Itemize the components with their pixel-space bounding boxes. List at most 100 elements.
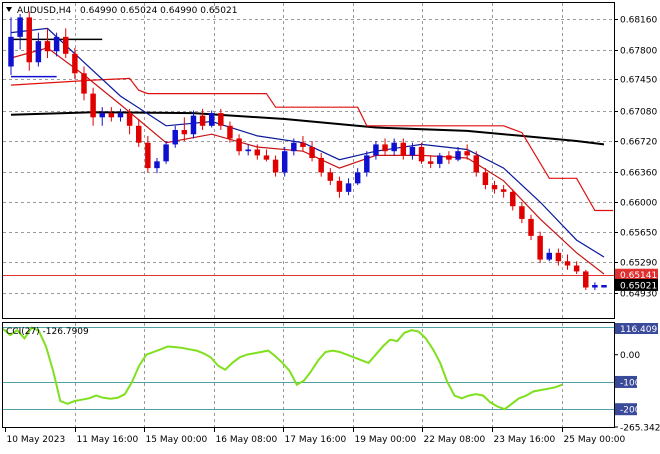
candle[interactable] bbox=[8, 17, 14, 75]
candle[interactable] bbox=[573, 261, 580, 274]
candle[interactable] bbox=[473, 151, 480, 177]
candle-body bbox=[291, 142, 297, 152]
candle[interactable] bbox=[17, 14, 23, 50]
candle[interactable] bbox=[181, 117, 188, 142]
candle[interactable] bbox=[35, 32, 42, 67]
candle[interactable] bbox=[309, 141, 315, 162]
candle-body bbox=[145, 142, 151, 169]
candle[interactable] bbox=[418, 142, 425, 164]
candle[interactable] bbox=[108, 107, 115, 122]
candle[interactable] bbox=[254, 144, 261, 160]
candle[interactable] bbox=[300, 135, 306, 152]
cci-axis: 116.4097 0.00 -100 -200 -265.342 bbox=[614, 323, 660, 434]
cci-y-label: -100 bbox=[620, 378, 641, 388]
candle[interactable] bbox=[117, 108, 124, 122]
candle[interactable] bbox=[163, 141, 169, 164]
candle[interactable] bbox=[546, 248, 552, 262]
candle[interactable] bbox=[190, 110, 197, 139]
candle[interactable] bbox=[26, 11, 32, 71]
candle[interactable] bbox=[90, 87, 96, 126]
candle[interactable] bbox=[327, 168, 334, 186]
candle[interactable] bbox=[72, 47, 78, 80]
candle[interactable] bbox=[81, 66, 87, 101]
candle-body bbox=[8, 36, 14, 67]
candle[interactable] bbox=[218, 108, 224, 131]
candle-body bbox=[218, 113, 224, 126]
candle[interactable] bbox=[53, 32, 60, 57]
candle[interactable] bbox=[592, 282, 598, 291]
candle-body bbox=[44, 41, 51, 52]
candle[interactable] bbox=[172, 125, 178, 148]
candle[interactable] bbox=[272, 155, 279, 177]
candle[interactable] bbox=[135, 119, 142, 147]
candle[interactable] bbox=[245, 144, 251, 156]
candle[interactable] bbox=[400, 138, 407, 160]
candle[interactable] bbox=[63, 28, 69, 59]
candle[interactable] bbox=[601, 284, 607, 288]
candle[interactable] bbox=[500, 185, 507, 198]
x-tick-label: 23 May 16:00 bbox=[494, 435, 556, 445]
y-tick-label: 0.64930 bbox=[620, 290, 657, 300]
candle[interactable] bbox=[373, 141, 379, 160]
candle-body bbox=[318, 157, 324, 173]
x-tick-label: 25 May 00:00 bbox=[564, 435, 626, 445]
x-tick-label: 15 May 00:00 bbox=[146, 435, 208, 445]
candle[interactable] bbox=[382, 138, 388, 156]
candle[interactable] bbox=[126, 108, 133, 135]
y-tick-label: 0.66360 bbox=[620, 169, 657, 179]
candle-body bbox=[455, 151, 461, 160]
y-tick-label: 0.65290 bbox=[620, 259, 657, 269]
candle[interactable] bbox=[236, 134, 242, 156]
candle[interactable] bbox=[583, 269, 589, 291]
candle[interactable] bbox=[145, 135, 151, 173]
candle[interactable] bbox=[227, 121, 233, 143]
candle-body bbox=[519, 206, 525, 219]
cci-series[interactable] bbox=[2, 326, 563, 411]
candle-body bbox=[546, 252, 552, 260]
candle[interactable] bbox=[519, 201, 525, 224]
candle[interactable] bbox=[427, 155, 434, 169]
ma-fast-red bbox=[10, 47, 605, 275]
candle-body bbox=[364, 155, 370, 173]
candle[interactable] bbox=[154, 157, 160, 174]
candle[interactable] bbox=[281, 146, 288, 177]
candle[interactable] bbox=[464, 144, 470, 160]
candle[interactable] bbox=[291, 138, 297, 156]
candle[interactable] bbox=[491, 180, 498, 194]
candle-body bbox=[227, 125, 233, 139]
candle[interactable] bbox=[455, 146, 461, 162]
candle[interactable] bbox=[199, 108, 206, 131]
x-tick-label: 19 May 00:00 bbox=[355, 435, 417, 445]
price-axis: 0.68160 0.67800 0.67450 0.67080 0.66720 0.663… bbox=[614, 16, 658, 300]
candle-body bbox=[345, 183, 352, 192]
candle[interactable] bbox=[564, 254, 571, 270]
candle[interactable] bbox=[318, 152, 324, 177]
candle[interactable] bbox=[345, 178, 352, 196]
candle[interactable] bbox=[99, 107, 105, 126]
candle-body bbox=[63, 36, 69, 54]
candle-series[interactable] bbox=[8, 11, 607, 291]
candle[interactable] bbox=[510, 189, 516, 211]
candle-body bbox=[236, 138, 242, 152]
candle[interactable] bbox=[437, 152, 443, 169]
cci-line[interactable] bbox=[2, 326, 563, 411]
triangle-down-icon[interactable] bbox=[6, 7, 12, 12]
candle[interactable] bbox=[528, 214, 534, 241]
candle[interactable] bbox=[44, 28, 51, 59]
candle[interactable] bbox=[336, 176, 343, 198]
candle[interactable] bbox=[364, 151, 370, 177]
candle[interactable] bbox=[263, 149, 270, 162]
candle-body bbox=[90, 93, 96, 118]
price-overlays bbox=[3, 27, 614, 276]
candle[interactable] bbox=[391, 138, 397, 156]
cci-y-label: -265.342 bbox=[620, 424, 660, 434]
candle[interactable] bbox=[537, 231, 543, 263]
candle[interactable] bbox=[354, 168, 361, 186]
candle[interactable] bbox=[482, 168, 489, 190]
candle[interactable] bbox=[409, 142, 416, 160]
candle[interactable] bbox=[555, 248, 562, 266]
candle[interactable] bbox=[208, 110, 215, 128]
candle[interactable] bbox=[446, 151, 452, 164]
